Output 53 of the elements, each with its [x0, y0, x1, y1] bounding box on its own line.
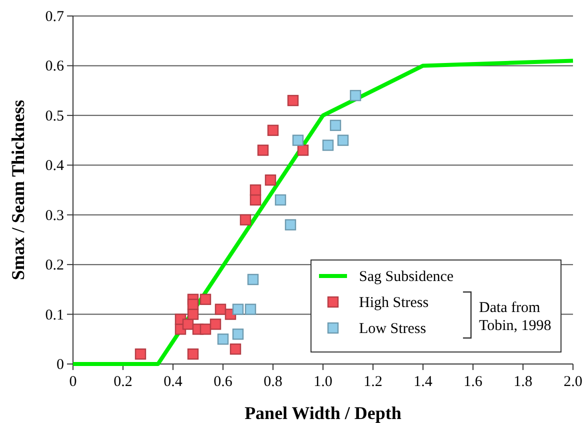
point: [200, 294, 212, 305]
x-tick-label: 1.6: [464, 374, 483, 390]
point: [292, 134, 304, 146]
y-tick-label: 0.6: [45, 58, 64, 75]
point: [187, 298, 199, 310]
legend-label: Sag Subsidence: [359, 269, 454, 285]
point: [210, 318, 222, 330]
x-tick-label: 1.8: [514, 374, 532, 390]
point: [297, 144, 309, 156]
point: [247, 274, 259, 286]
point: [287, 94, 299, 106]
point: [250, 184, 262, 196]
x-tick-label: 2.0: [564, 374, 582, 390]
x-tick-label: 0.8: [264, 374, 282, 390]
point: [322, 140, 334, 151]
x-tick-label: 0.4: [164, 374, 183, 390]
point: [350, 90, 362, 102]
annotation: Data from Tobin, 1998: [479, 300, 552, 334]
y-tick-label: 0.2: [45, 258, 64, 274]
point: [200, 324, 212, 335]
point: [134, 348, 146, 360]
point: [267, 124, 279, 136]
y-tick-label: 0.4: [45, 158, 64, 174]
point: [284, 219, 296, 230]
point: [217, 334, 229, 345]
legend-label: High Stress: [359, 295, 429, 311]
point: [274, 194, 286, 206]
point: [337, 134, 349, 146]
point: [232, 304, 244, 315]
point: [230, 343, 242, 355]
y-tick-label: 0.7: [45, 9, 64, 25]
x-tick-label: 1.0: [314, 374, 332, 390]
x-tick-label: 0.2: [114, 374, 132, 390]
y-tick-label: 0.5: [45, 108, 64, 124]
y-tick-label: 0: [56, 357, 64, 373]
point: [240, 214, 252, 226]
x-tick-label: 0.6: [214, 374, 233, 390]
x-axis-title: Panel Width / Depth: [244, 403, 402, 423]
y-axis-title: Smax / Seam Thickness: [8, 100, 28, 280]
point: [330, 120, 342, 131]
point: [182, 318, 194, 330]
point: [187, 348, 199, 360]
point: [264, 174, 276, 186]
y-tick-label: 0.1: [45, 307, 64, 324]
y-tick-label: 0.3: [45, 208, 64, 224]
point: [214, 304, 226, 315]
legend-label: Low Stress: [359, 321, 426, 337]
point: [244, 304, 256, 315]
x-tick-label: 1.4: [414, 374, 433, 390]
x-tick-label: 1.2: [364, 374, 382, 390]
x-tick-label: 0: [69, 374, 77, 390]
point: [257, 144, 269, 156]
point: [232, 328, 244, 340]
